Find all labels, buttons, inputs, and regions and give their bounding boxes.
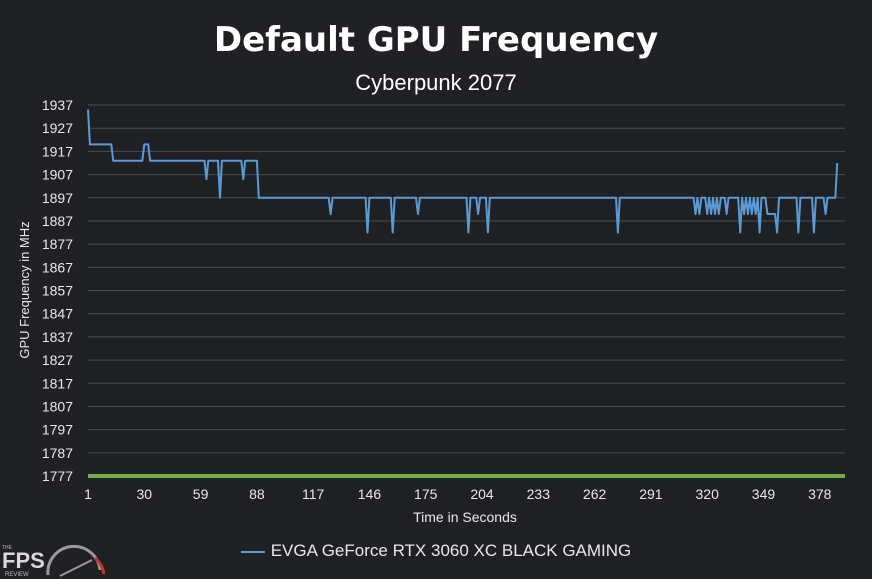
y-tick-label: 1807 [42,398,73,414]
x-tick-label: 291 [639,486,663,502]
x-axis-ticks: 1 30 59 88 117 146 175 204 233 262 291 320 349 378 [84,486,832,502]
speedometer-red-arc [93,556,106,575]
x-tick-label: 88 [249,486,265,502]
series-line-rtx-3060 [87,109,839,234]
y-tick-label: 1817 [42,375,73,391]
x-tick-label: 59 [193,486,209,502]
y-tick-label: 1787 [42,445,73,461]
fps-review-logo: THE FPS REVIEW [2,544,106,578]
y-tick-label: 1857 [42,283,73,299]
y-tick-label: 1837 [42,329,73,345]
x-tick-label: 146 [358,486,382,502]
logo-small-text: THE [2,545,13,551]
x-tick-label: 378 [808,486,832,502]
series-group [87,109,845,478]
legend: EVGA GeForce RTX 3060 XC BLACK GAMING [0,541,872,561]
y-tick-label: 1797 [42,422,73,438]
y-tick-label: 1777 [42,468,73,484]
legend-label: EVGA GeForce RTX 3060 XC BLACK GAMING [270,541,632,560]
x-tick-label: 1 [84,486,92,502]
y-tick-label: 1877 [42,236,73,252]
legend-swatch [240,550,265,553]
y-tick-label: 1937 [42,97,73,113]
chart-title: Default GPU Frequency [213,20,659,60]
x-axis-label: Time in Seconds [413,509,517,525]
y-axis-ticks: 1937 1927 1917 1907 1897 1887 1877 1867 1857 1847… [42,97,73,484]
y-tick-label: 1927 [42,120,73,136]
x-tick-label: 262 [583,486,607,502]
y-tick-label: 1917 [42,143,73,159]
y-tick-label: 1887 [42,213,73,229]
x-tick-label: 233 [527,486,551,502]
x-tick-label: 204 [470,486,494,502]
y-axis-label: GPU Frequency in MHz [17,221,32,358]
logo-main-text: FPS [2,548,45,573]
x-tick-label: 320 [696,486,720,502]
x-tick-label: 175 [414,486,438,502]
y-tick-label: 1907 [42,167,73,183]
y-tick-label: 1827 [42,352,73,368]
x-tick-label: 117 [302,486,325,502]
y-tick-label: 1847 [42,306,73,322]
y-tick-label: 1867 [42,259,73,275]
logo-sub-text: REVIEW [5,572,29,578]
chart-subtitle: Cyberpunk 2077 [355,70,517,95]
x-tick-label: 349 [752,486,776,502]
speedometer-needle [59,559,93,577]
y-tick-label: 1897 [42,190,73,206]
x-tick-label: 30 [137,486,153,502]
